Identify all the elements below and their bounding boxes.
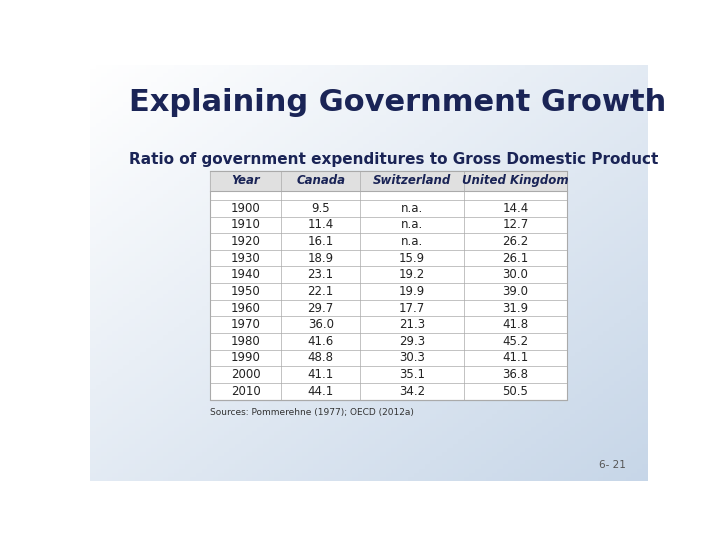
Text: n.a.: n.a.: [400, 218, 423, 231]
Text: 18.9: 18.9: [307, 252, 334, 265]
Text: 1980: 1980: [231, 335, 261, 348]
Text: 1950: 1950: [231, 285, 261, 298]
Text: 29.7: 29.7: [307, 301, 334, 314]
Text: 19.9: 19.9: [399, 285, 425, 298]
Text: 50.5: 50.5: [503, 384, 528, 397]
Text: n.a.: n.a.: [400, 202, 423, 215]
Text: 1910: 1910: [230, 218, 261, 231]
Text: 36.0: 36.0: [307, 318, 333, 331]
Text: 1990: 1990: [230, 352, 261, 365]
Text: 45.2: 45.2: [503, 335, 528, 348]
Text: 11.4: 11.4: [307, 218, 334, 231]
Text: 6- 21: 6- 21: [599, 460, 626, 470]
Text: 41.1: 41.1: [307, 368, 334, 381]
Text: 22.1: 22.1: [307, 285, 334, 298]
Text: 1970: 1970: [230, 318, 261, 331]
Text: 2000: 2000: [231, 368, 261, 381]
Text: 2010: 2010: [231, 384, 261, 397]
Text: 16.1: 16.1: [307, 235, 334, 248]
Text: 14.4: 14.4: [502, 202, 528, 215]
Text: n.a.: n.a.: [400, 235, 423, 248]
Text: 30.0: 30.0: [503, 268, 528, 281]
Text: Year: Year: [231, 174, 260, 187]
Bar: [210, 171, 567, 191]
Text: 1930: 1930: [231, 252, 261, 265]
Text: Canada: Canada: [296, 174, 345, 187]
Text: 17.7: 17.7: [399, 301, 425, 314]
Text: Explaining Government Growth: Explaining Government Growth: [129, 87, 666, 117]
Text: 26.2: 26.2: [502, 235, 528, 248]
Text: Sources: Pommerehne (1977); OECD (2012a): Sources: Pommerehne (1977); OECD (2012a): [210, 408, 414, 417]
Text: 41.6: 41.6: [307, 335, 334, 348]
Text: 15.9: 15.9: [399, 252, 425, 265]
Text: 36.8: 36.8: [503, 368, 528, 381]
Text: 1920: 1920: [230, 235, 261, 248]
Text: 34.2: 34.2: [399, 384, 425, 397]
Text: 19.2: 19.2: [399, 268, 425, 281]
Text: 31.9: 31.9: [503, 301, 528, 314]
Text: 30.3: 30.3: [399, 352, 425, 365]
Text: 1900: 1900: [231, 202, 261, 215]
Text: 41.1: 41.1: [502, 352, 528, 365]
Text: Ratio of government expenditures to Gross Domestic Product: Ratio of government expenditures to Gros…: [129, 152, 658, 167]
Text: 39.0: 39.0: [503, 285, 528, 298]
Bar: [210, 171, 567, 400]
Text: United Kingdom: United Kingdom: [462, 174, 569, 187]
Text: Switzerland: Switzerland: [373, 174, 451, 187]
Text: 41.8: 41.8: [503, 318, 528, 331]
Text: 29.3: 29.3: [399, 335, 425, 348]
Text: 9.5: 9.5: [311, 202, 330, 215]
Text: 35.1: 35.1: [399, 368, 425, 381]
Text: 44.1: 44.1: [307, 384, 334, 397]
Text: 26.1: 26.1: [502, 252, 528, 265]
Text: 23.1: 23.1: [307, 268, 334, 281]
Text: 21.3: 21.3: [399, 318, 425, 331]
Text: 48.8: 48.8: [307, 352, 333, 365]
Text: 1960: 1960: [230, 301, 261, 314]
Text: 1940: 1940: [230, 268, 261, 281]
Text: 12.7: 12.7: [502, 218, 528, 231]
